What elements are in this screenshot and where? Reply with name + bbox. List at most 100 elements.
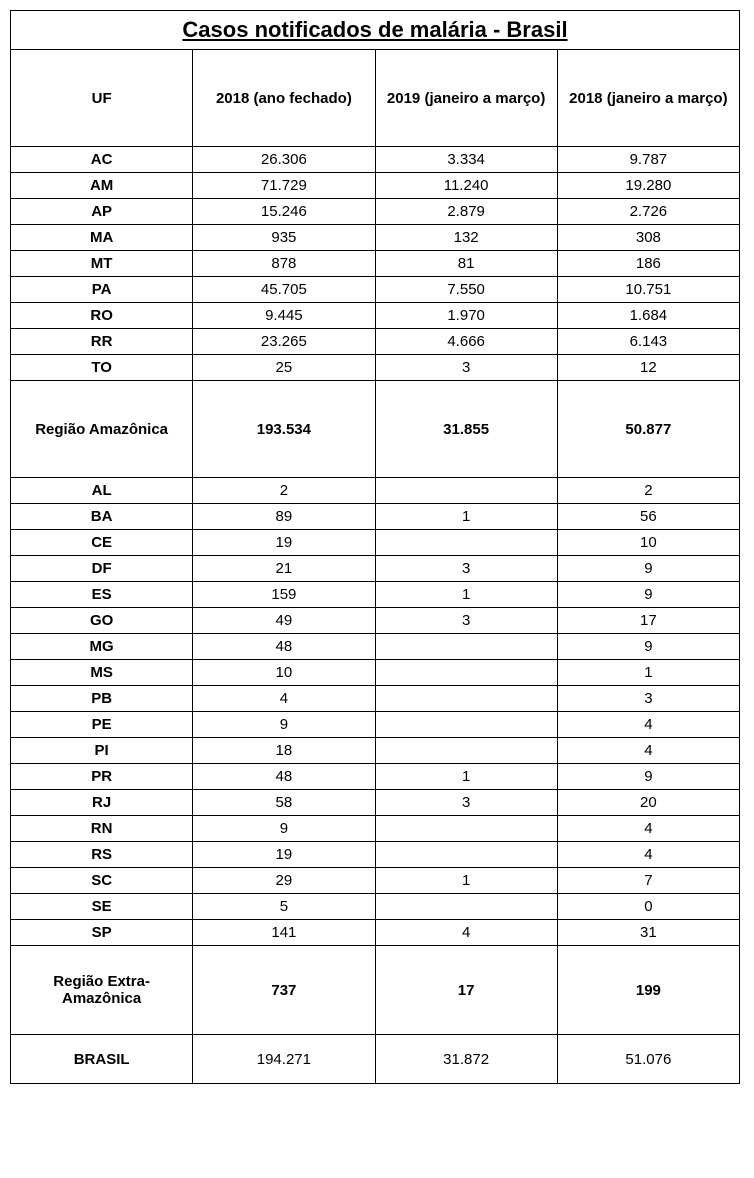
value-cell: 9.445 [193,303,375,329]
subtotal-value: 17 [375,946,557,1035]
subtotal-row: BRASIL194.27131.87251.076 [11,1035,740,1084]
value-cell: 26.306 [193,147,375,173]
value-cell: 7 [557,868,739,894]
uf-cell: SP [11,920,193,946]
value-cell: 3 [375,355,557,381]
table-row: GO49317 [11,608,740,634]
table-row: PI184 [11,738,740,764]
value-cell: 1.684 [557,303,739,329]
value-cell: 132 [375,225,557,251]
value-cell [375,842,557,868]
table-row: PE9 4 [11,712,740,738]
value-cell: 1 [375,504,557,530]
value-cell: 10 [193,660,375,686]
table-row: MA935132308 [11,225,740,251]
uf-cell: PB [11,686,193,712]
value-cell: 9 [193,712,375,738]
value-cell: 9 [557,764,739,790]
uf-cell: PR [11,764,193,790]
uf-cell: AL [11,478,193,504]
malaria-table: Casos notificados de malária - Brasil UF… [10,10,740,1084]
value-cell: 9 [557,556,739,582]
uf-cell: MT [11,251,193,277]
value-cell: 2.879 [375,199,557,225]
value-cell: 19 [193,842,375,868]
value-cell: 6.143 [557,329,739,355]
table-row: MS101 [11,660,740,686]
value-cell: 878 [193,251,375,277]
subtotal-value: 31.855 [375,381,557,478]
value-cell [375,712,557,738]
value-cell: 45.705 [193,277,375,303]
subtotal-value: 50.877 [557,381,739,478]
value-cell: 1 [375,582,557,608]
value-cell: 1 [375,868,557,894]
uf-cell: ES [11,582,193,608]
subtotal-label: BRASIL [11,1035,193,1084]
table-row: RR23.2654.6666.143 [11,329,740,355]
table-row: PB43 [11,686,740,712]
table-title: Casos notificados de malária - Brasil [11,11,740,50]
value-cell: 10 [557,530,739,556]
uf-cell: SE [11,894,193,920]
uf-cell: RN [11,816,193,842]
subtotal-label: Região Amazônica [11,381,193,478]
value-cell: 9 [557,634,739,660]
value-cell: 25 [193,355,375,381]
value-cell: 10.751 [557,277,739,303]
table-row: RS194 [11,842,740,868]
table-row: RN94 [11,816,740,842]
uf-cell: RR [11,329,193,355]
value-cell: 56 [557,504,739,530]
uf-cell: BA [11,504,193,530]
subtotal-row: Região Amazônica193.53431.85550.877 [11,381,740,478]
col-header-uf: UF [11,50,193,147]
value-cell: 308 [557,225,739,251]
uf-cell: MG [11,634,193,660]
uf-cell: CE [11,530,193,556]
table-row: SC2917 [11,868,740,894]
value-cell: 3 [375,556,557,582]
value-cell [375,816,557,842]
value-cell: 81 [375,251,557,277]
value-cell: 4 [375,920,557,946]
value-cell [375,738,557,764]
value-cell: 15.246 [193,199,375,225]
subtotal-value: 194.271 [193,1035,375,1084]
uf-cell: PE [11,712,193,738]
uf-cell: AP [11,199,193,225]
value-cell: 9 [193,816,375,842]
table-row: DF2139 [11,556,740,582]
table-row: AC26.3063.3349.787 [11,147,740,173]
table-row: SE50 [11,894,740,920]
uf-cell: PA [11,277,193,303]
value-cell: 21 [193,556,375,582]
value-cell: 0 [557,894,739,920]
value-cell: 3 [375,790,557,816]
value-cell: 4 [557,712,739,738]
subtotal-value: 51.076 [557,1035,739,1084]
value-cell: 49 [193,608,375,634]
subtotal-value: 193.534 [193,381,375,478]
subtotal-row: Região Extra-Amazônica73717199 [11,946,740,1035]
table-row: RJ58320 [11,790,740,816]
subtotal-label: Região Extra-Amazônica [11,946,193,1035]
subtotal-value: 199 [557,946,739,1035]
value-cell: 19.280 [557,173,739,199]
value-cell: 159 [193,582,375,608]
value-cell: 11.240 [375,173,557,199]
value-cell: 20 [557,790,739,816]
value-cell [375,478,557,504]
value-cell: 23.265 [193,329,375,355]
value-cell: 4 [557,738,739,764]
table-row: PR4819 [11,764,740,790]
value-cell: 58 [193,790,375,816]
uf-cell: MS [11,660,193,686]
table-row: RO9.4451.9701.684 [11,303,740,329]
value-cell: 29 [193,868,375,894]
col-header-2019-q1: 2019 (janeiro a março) [375,50,557,147]
value-cell [375,894,557,920]
uf-cell: AC [11,147,193,173]
value-cell: 4.666 [375,329,557,355]
value-cell [375,634,557,660]
